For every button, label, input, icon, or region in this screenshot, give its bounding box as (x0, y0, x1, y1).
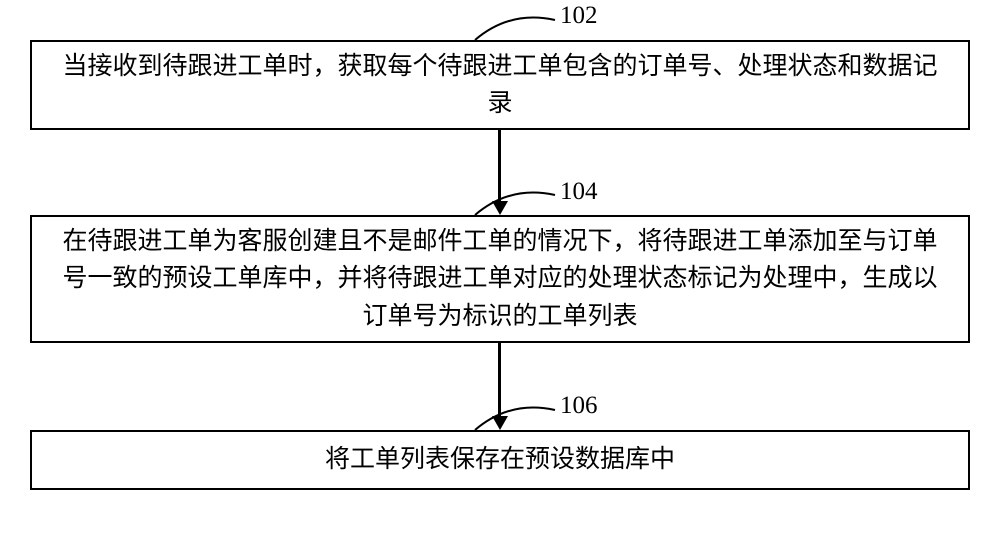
process-text-104: 在待跟进工单为客服创建且不是邮件工单的情况下，将待跟进工单添加至与订单号一致的预… (52, 223, 948, 336)
process-text-102: 当接收到待跟进工单时，获取每个待跟进工单包含的订单号、处理状态和数据记录 (52, 48, 948, 123)
process-text-106: 将工单列表保存在预设数据库中 (325, 441, 675, 479)
process-step-104: 在待跟进工单为客服创建且不是邮件工单的情况下，将待跟进工单添加至与订单号一致的预… (30, 215, 970, 343)
process-step-102: 当接收到待跟进工单时，获取每个待跟进工单包含的订单号、处理状态和数据记录 (30, 40, 970, 130)
ref-label-102: 102 (560, 2, 598, 30)
ref-label-104: 104 (560, 178, 598, 206)
flowchart-container: 102 当接收到待跟进工单时，获取每个待跟进工单包含的订单号、处理状态和数据记录… (0, 0, 1000, 547)
process-step-106: 将工单列表保存在预设数据库中 (30, 430, 970, 490)
ref-label-106: 106 (560, 392, 598, 420)
